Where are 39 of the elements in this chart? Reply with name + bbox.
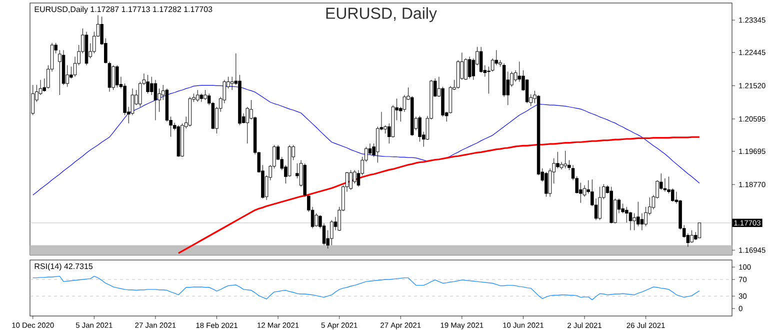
candlestick bbox=[130, 88, 134, 116]
candlestick bbox=[628, 212, 632, 230]
candlestick bbox=[418, 116, 422, 142]
candlestick bbox=[663, 178, 667, 192]
candlestick bbox=[154, 80, 158, 120]
candlestick bbox=[112, 64, 115, 90]
candlestick bbox=[544, 172, 548, 198]
candlestick bbox=[598, 186, 602, 220]
candlestick bbox=[330, 220, 334, 246]
candlestick bbox=[146, 74, 150, 94]
candlestick bbox=[632, 213, 636, 230]
candlestick bbox=[636, 202, 640, 226]
candlestick bbox=[690, 230, 694, 244]
candlestick bbox=[58, 50, 62, 96]
candlestick bbox=[196, 90, 200, 102]
annotation: EURUSD,Daily 1.17287 1.17713 1.17282 1.17703 bbox=[34, 6, 212, 14]
annotation: RSI(14) 42.7315 bbox=[34, 263, 93, 271]
candlestick bbox=[556, 152, 560, 169]
candlestick bbox=[479, 46, 483, 73]
candlestick bbox=[525, 78, 529, 104]
candlestick bbox=[314, 213, 318, 227]
candlestick bbox=[560, 162, 564, 170]
candlestick bbox=[230, 76, 234, 90]
candlestick bbox=[671, 188, 674, 202]
candlestick bbox=[246, 106, 250, 144]
candlestick bbox=[204, 90, 207, 100]
candlestick bbox=[468, 56, 472, 79]
candlestick bbox=[116, 64, 119, 88]
candlestick bbox=[644, 206, 648, 226]
candlestick bbox=[698, 222, 702, 238]
candlestick bbox=[564, 150, 567, 169]
candlestick bbox=[349, 170, 352, 190]
candlestick bbox=[200, 93, 204, 102]
candlestick bbox=[579, 182, 582, 204]
chart-title: EURUSD, Daily bbox=[326, 7, 437, 22]
candlestick bbox=[640, 213, 644, 230]
candlestick bbox=[582, 185, 586, 198]
candlestick bbox=[402, 94, 406, 112]
candlestick bbox=[487, 66, 490, 94]
